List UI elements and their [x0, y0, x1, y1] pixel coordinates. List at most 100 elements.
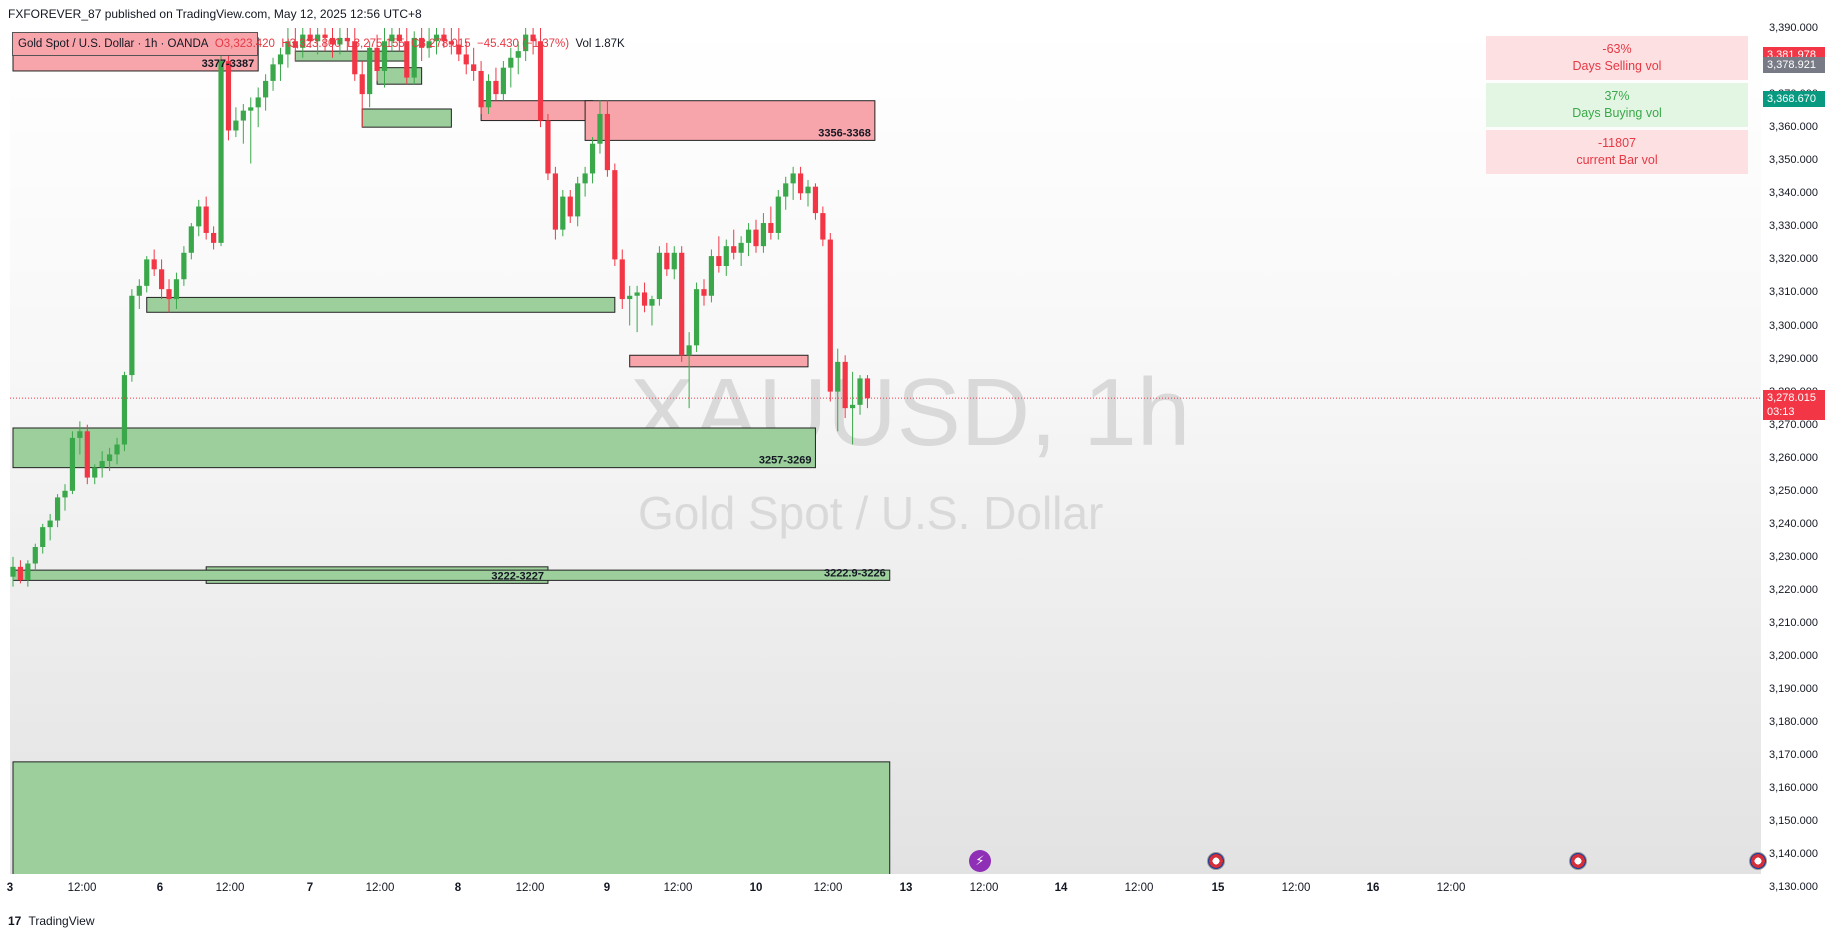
candle — [404, 28, 410, 85]
time-tick-label: 12:00 — [365, 882, 395, 894]
zone-4[interactable] — [12, 569, 891, 581]
candle — [441, 28, 447, 48]
candle — [240, 104, 246, 144]
candle — [731, 229, 737, 260]
zone-5[interactable] — [12, 761, 891, 892]
candle — [181, 246, 187, 286]
candle — [649, 295, 655, 326]
candle — [471, 47, 477, 81]
candle — [225, 47, 232, 141]
days-buying-vol-cell: 37% Days Buying vol — [1486, 83, 1748, 127]
time-tick-label: 8 — [454, 882, 462, 894]
price-tick-label: 3,360.000 — [1769, 121, 1818, 134]
candle — [745, 223, 752, 257]
price-axis[interactable]: 3,130.000 3,140.000 3,150.000 3,160.000 3,17… — [1761, 22, 1835, 904]
zone-1[interactable] — [584, 100, 876, 141]
candle — [129, 289, 135, 382]
us-flag-event-icon[interactable] — [1207, 852, 1225, 870]
legend-open: O3,323.420 — [214, 38, 275, 50]
candle — [500, 61, 506, 101]
candle — [270, 57, 276, 91]
price-tick-label: 3,130.000 — [1769, 881, 1818, 894]
symbol-legend[interactable]: Gold Spot / U.S. Dollar · 1h · OANDA O3,… — [18, 34, 625, 54]
candle — [84, 424, 90, 485]
zone-3[interactable] — [12, 427, 816, 469]
candle — [523, 28, 529, 62]
us-flag-event-icon[interactable] — [1749, 852, 1767, 870]
candle — [344, 28, 350, 52]
candle — [396, 28, 402, 52]
candle — [686, 332, 692, 409]
candle — [329, 28, 336, 58]
candle — [433, 28, 440, 55]
candle — [263, 74, 269, 111]
days-selling-vol-cell: -63% Days Selling vol — [1486, 36, 1748, 80]
legend-symbol[interactable]: Gold Spot / U.S. Dollar · 1h · OANDA — [18, 38, 209, 50]
price-tick-label: 3,210.000 — [1769, 617, 1818, 630]
published-line: FXFOREVER_87 published on TradingView.co… — [8, 7, 422, 21]
tradingview-logo-icon[interactable]: 17 — [8, 914, 22, 928]
candle — [211, 226, 217, 250]
candle — [352, 28, 358, 81]
candle — [300, 28, 306, 58]
lightning-icon[interactable]: ⚡ — [969, 850, 991, 872]
candle — [159, 259, 165, 300]
candle — [322, 28, 328, 52]
candle — [864, 375, 871, 409]
zone-unlabeled-1[interactable] — [629, 354, 809, 368]
price-tick-label: 3,220.000 — [1769, 583, 1818, 596]
time-tick-label: 12:00 — [1281, 882, 1311, 894]
candle — [797, 166, 804, 200]
price-tag: 3,378.921 — [1763, 56, 1825, 73]
price-tick-label: 3,180.000 — [1769, 716, 1818, 729]
us-flag-event-icon[interactable] — [1569, 852, 1587, 870]
candle — [151, 249, 157, 276]
price-tick-label: 3,320.000 — [1769, 253, 1818, 266]
candle — [456, 28, 462, 62]
candle — [218, 54, 224, 247]
price-tick-label: 3,300.000 — [1769, 319, 1818, 332]
time-tick-label: 3 — [6, 882, 14, 894]
price-tick-label: 3,190.000 — [1769, 683, 1818, 696]
candle — [530, 28, 536, 55]
zone-label: 3222-3227 — [491, 570, 544, 582]
price-tick-label: 3,270.000 — [1769, 418, 1818, 431]
time-tick-label: 13 — [899, 882, 913, 894]
candle — [508, 47, 514, 88]
current-price-tag: 3,278.015 03:13 — [1763, 390, 1825, 421]
time-tick-label: 12:00 — [813, 882, 843, 894]
time-tick-label: 6 — [156, 882, 164, 894]
price-tick-label: 3,170.000 — [1769, 749, 1818, 762]
time-axis[interactable]: 3 12:00 6 12:00 7 12:00 8 12:00 9 12:00 10 12:00 13 1… — [0, 874, 1761, 904]
zone-unlabeled-0[interactable] — [146, 296, 616, 313]
candle — [790, 166, 796, 200]
zone-unlabeled-3[interactable] — [361, 108, 452, 128]
candle — [307, 28, 313, 48]
candle — [515, 41, 521, 75]
candle — [114, 437, 120, 465]
candle — [203, 196, 209, 240]
candle — [701, 279, 707, 306]
current-bar-vol-cell: -11807 current Bar vol — [1486, 130, 1748, 174]
candle — [485, 74, 492, 114]
candle — [69, 431, 76, 495]
current-bar-vol-label: current Bar vol — [1576, 153, 1658, 167]
candle — [173, 272, 180, 309]
time-tick-label: 12:00 — [215, 882, 245, 894]
candle — [411, 31, 417, 85]
days-selling-vol-value: -63% — [1602, 42, 1632, 56]
zone-unlabeled-2[interactable] — [480, 100, 594, 122]
candle — [582, 166, 588, 197]
candle — [196, 199, 202, 237]
candle — [723, 239, 729, 276]
time-tick-label: 12:00 — [1436, 882, 1466, 894]
candle — [493, 67, 499, 101]
candle — [820, 206, 826, 247]
candle — [478, 61, 484, 114]
candle — [92, 464, 98, 485]
tradingview-brand[interactable]: TradingView — [28, 914, 95, 928]
candle — [389, 28, 395, 52]
price-tick-label: 3,250.000 — [1769, 484, 1818, 497]
candle — [233, 107, 239, 138]
candle — [99, 451, 105, 478]
